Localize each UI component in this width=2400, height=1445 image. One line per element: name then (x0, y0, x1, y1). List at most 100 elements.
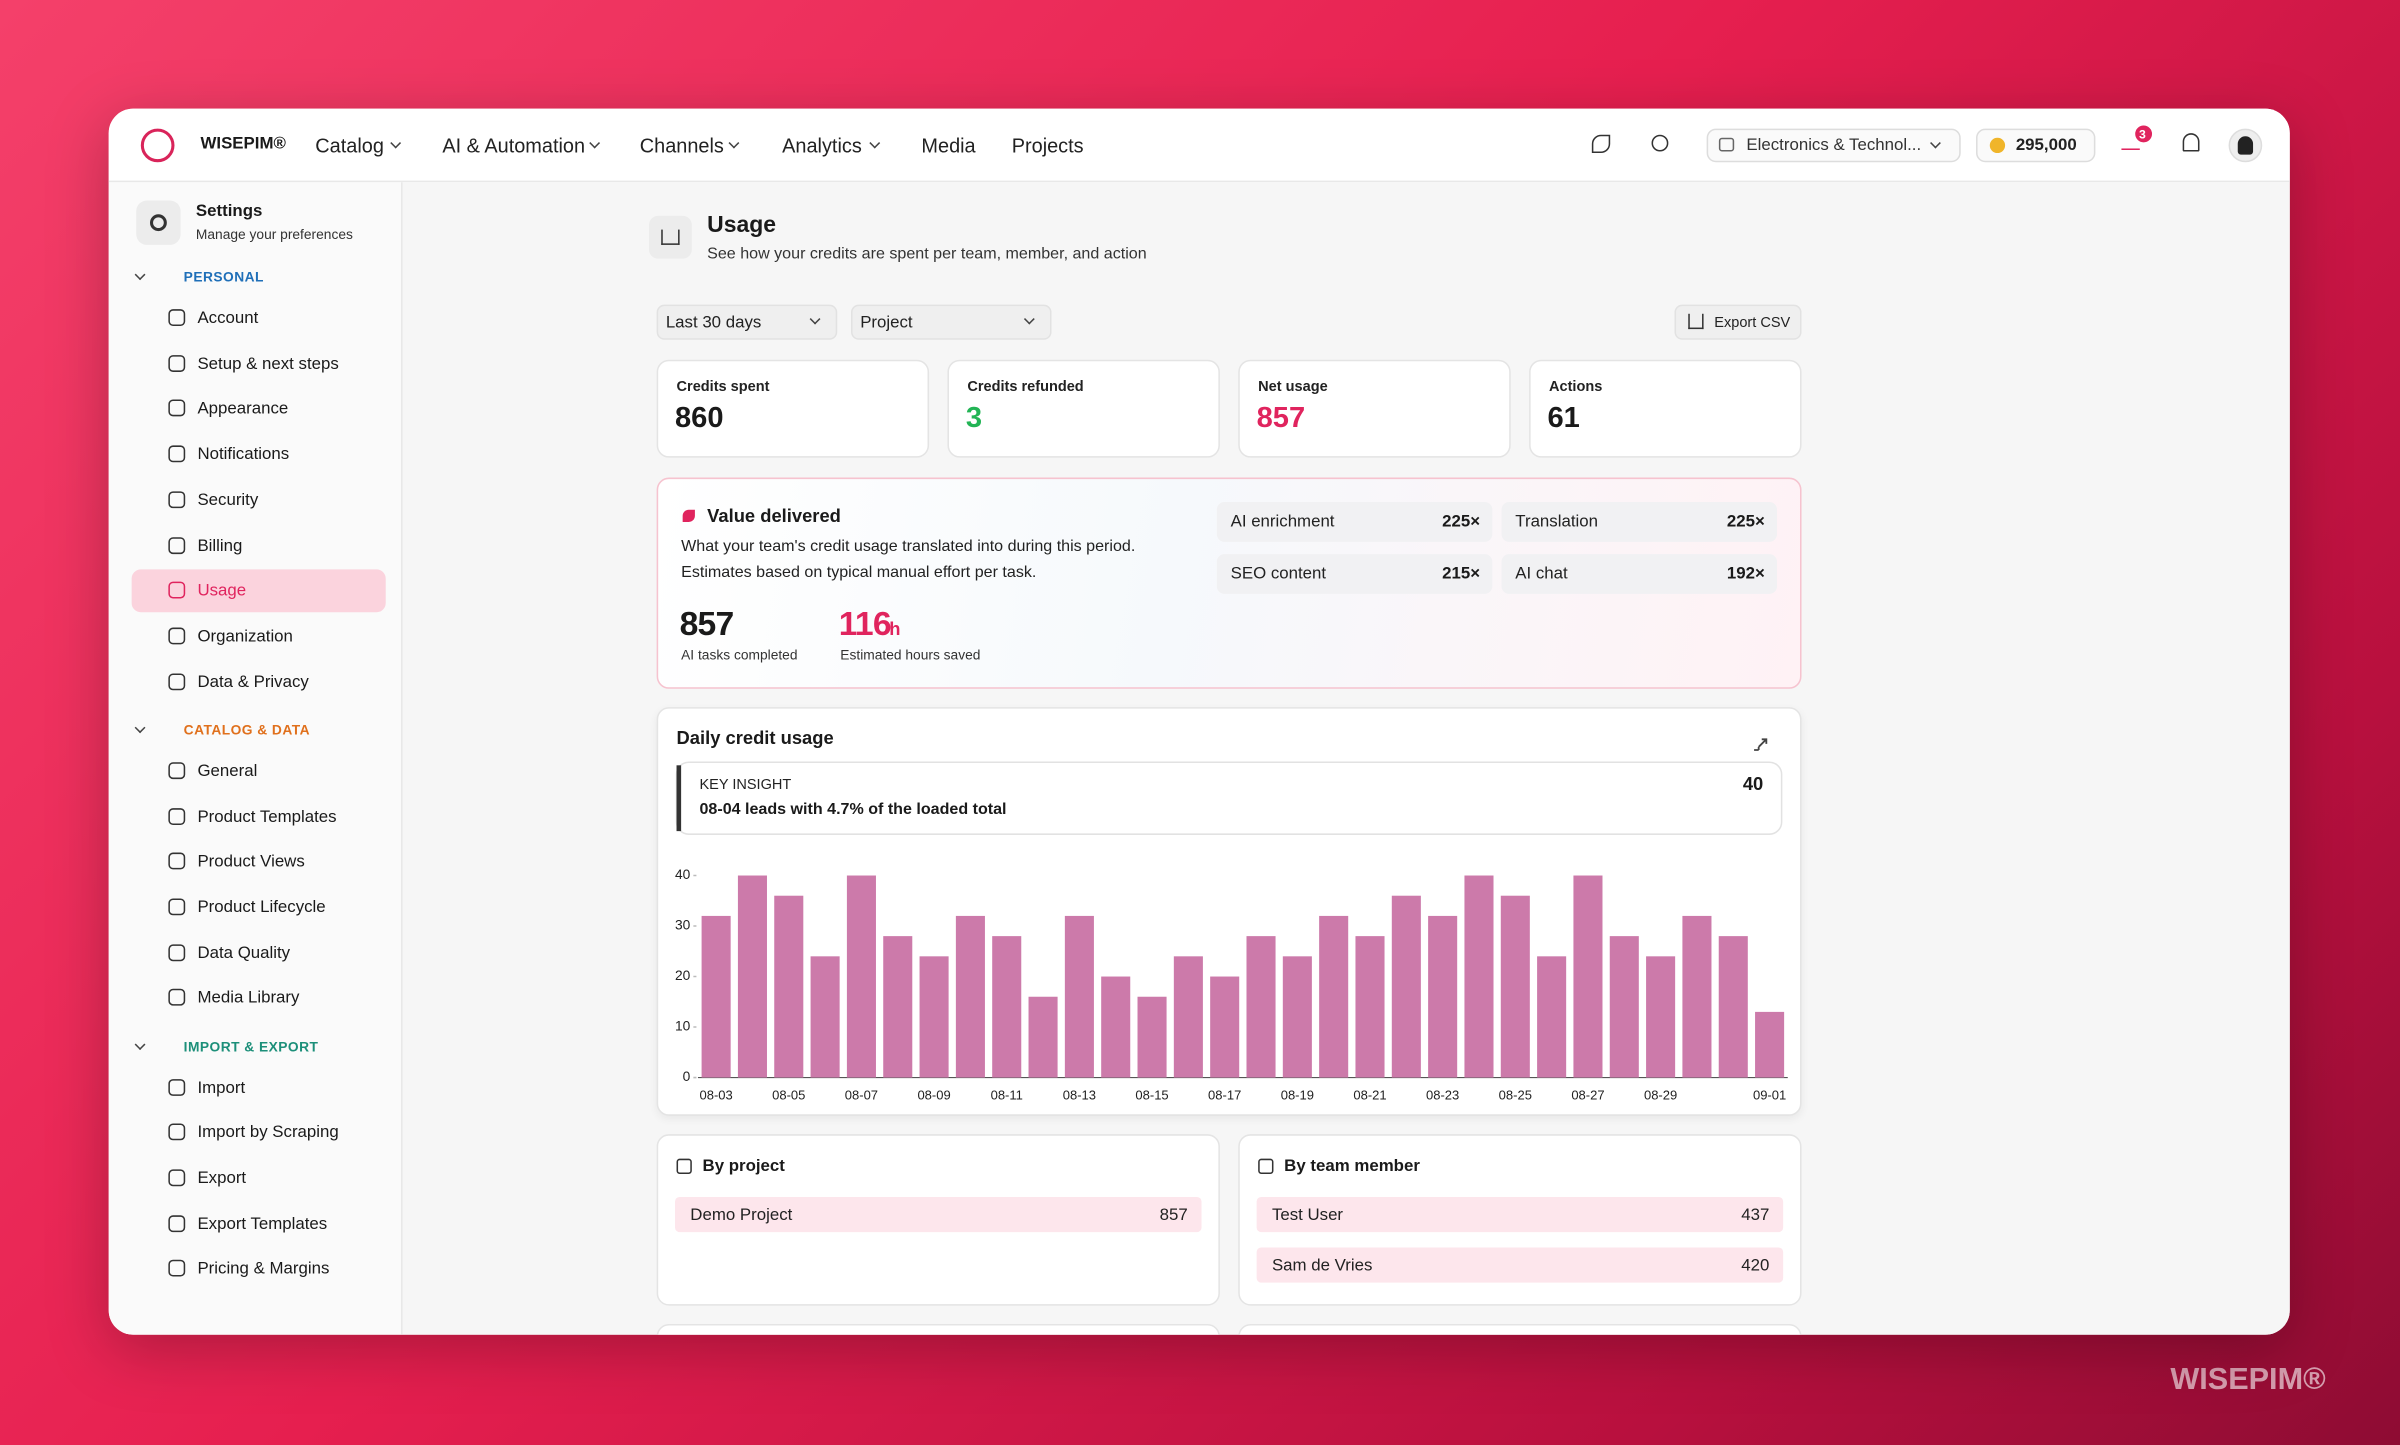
partial-card (1238, 1323, 1802, 1335)
item-icon (168, 354, 186, 372)
item-icon (168, 491, 186, 508)
item-icon (168, 309, 186, 327)
sidebar-item[interactable]: General (197, 761, 258, 781)
bar (1319, 915, 1349, 1078)
badge-count: 3 (2139, 127, 2146, 141)
section-label[interactable]: IMPORT & EXPORT (183, 1038, 319, 1054)
stat-value: 860 (674, 402, 724, 435)
multiplier-tile (1216, 502, 1493, 542)
filter-select[interactable] (656, 304, 838, 340)
item-icon (168, 1169, 186, 1187)
stat-card (1529, 359, 1802, 458)
bar (1173, 956, 1203, 1078)
sidebar-item[interactable]: Notifications (197, 445, 290, 464)
bar (1428, 915, 1458, 1078)
nav-item[interactable]: Analytics (782, 133, 862, 157)
bar (1355, 936, 1385, 1078)
section-label[interactable]: PERSONAL (183, 269, 264, 285)
sidebar-item[interactable]: Export (197, 1169, 247, 1188)
stat-value: 857 (1256, 402, 1306, 435)
page-title: Usage (707, 211, 777, 239)
export-label[interactable]: Export CSV (1714, 313, 1791, 331)
row-name: Demo Project (690, 1205, 793, 1224)
sidebar-item[interactable]: Media Library (197, 989, 300, 1008)
tasks-label: AI tasks completed (681, 647, 798, 663)
nav-item[interactable]: Media (921, 133, 976, 157)
section-toggle[interactable] (134, 1038, 146, 1050)
sidebar: Settings Manage your preferences PERSONAL A… (108, 182, 403, 1335)
sidebar-item[interactable]: Billing (197, 536, 243, 555)
section-label[interactable]: CATALOG & DATA (183, 722, 310, 738)
sidebar-item[interactable]: Security (197, 491, 259, 510)
gear (149, 214, 167, 232)
breakdown-row (1256, 1247, 1784, 1283)
x-tick-label: 08-11 (991, 1087, 1023, 1102)
value-title: Value delivered (707, 505, 841, 527)
card-icon (676, 1158, 692, 1174)
nav-item[interactable]: AI & Automation (442, 133, 586, 157)
chevron (589, 137, 601, 149)
sidebar-item[interactable]: Data Quality (197, 943, 291, 963)
card-title: By project (702, 1157, 785, 1176)
chevron (390, 137, 402, 149)
filter-value[interactable]: Project (860, 313, 913, 332)
item-icon (168, 761, 186, 779)
nav-item[interactable]: Projects (1011, 133, 1084, 157)
multiplier-value: 225× (1726, 512, 1765, 532)
sidebar-item[interactable]: Product Views (197, 852, 305, 872)
breakdown-row (674, 1196, 1202, 1233)
watermark: WISEPIM® (2170, 1363, 2326, 1397)
workspace-select[interactable] (1706, 128, 1961, 163)
sidebar-item[interactable]: Usage (197, 581, 247, 601)
bar (1391, 895, 1421, 1078)
multiplier-value: 225× (1442, 512, 1481, 532)
section-toggle[interactable] (134, 269, 146, 281)
bar (1718, 936, 1748, 1078)
insight-accent (676, 765, 682, 832)
hours-unit: h (889, 618, 901, 640)
bar (1682, 915, 1712, 1078)
tasks-count: 857 (679, 604, 735, 643)
sidebar-item[interactable]: Export Templates (197, 1214, 328, 1234)
x-tick-label: 08-25 (1499, 1087, 1532, 1102)
x-tick-label: 08-13 (1063, 1087, 1096, 1102)
multiplier-name: AI chat (1515, 564, 1568, 584)
sidebar-item[interactable]: Organization (197, 627, 293, 646)
hours-saved: 116 (838, 604, 892, 643)
sidebar-item[interactable]: Appearance (197, 400, 289, 419)
y-tick-label: 20 (675, 968, 691, 983)
sidebar-item[interactable]: Pricing & Margins (197, 1260, 330, 1279)
nav-item[interactable]: Catalog (315, 133, 384, 157)
insight-label: KEY INSIGHT (699, 777, 791, 793)
sidebar-item[interactable]: Import (197, 1078, 246, 1097)
sidebar-item[interactable]: Account (197, 309, 259, 328)
bar (919, 956, 949, 1078)
x-tick-label: 08-07 (845, 1087, 878, 1102)
workspace-name[interactable]: Electronics & Technol... (1746, 136, 1922, 155)
multiplier-name: Translation (1515, 512, 1598, 532)
bar (1282, 956, 1312, 1078)
avatar-figure (2237, 136, 2254, 155)
sidebar-item[interactable]: Data & Privacy (197, 672, 309, 692)
content-area: Usage See how your credits are spent per … (402, 182, 2290, 1335)
filter-value[interactable]: Last 30 days (665, 313, 762, 332)
hours-label: Estimated hours saved (840, 647, 981, 663)
sidebar-item[interactable]: Product Lifecycle (197, 898, 326, 917)
search-icon[interactable] (1651, 134, 1669, 152)
section-toggle[interactable] (134, 722, 146, 733)
filter-select[interactable] (851, 304, 1052, 340)
row-name: Test User (1271, 1205, 1344, 1224)
ai-icon[interactable] (1591, 134, 1611, 154)
sidebar-item[interactable]: Import by Scraping (197, 1123, 339, 1143)
sidebar-item[interactable]: Product Templates (197, 807, 337, 826)
y-tick-label: 10 (675, 1019, 691, 1034)
nav-item[interactable]: Channels (639, 133, 724, 157)
stat-label: Actions (1548, 378, 1603, 396)
sidebar-item[interactable]: Setup & next steps (197, 354, 339, 373)
partial-card (656, 1323, 1220, 1335)
export-button[interactable] (1674, 304, 1802, 340)
bell-icon[interactable] (2182, 133, 2200, 152)
active-highlight (131, 569, 386, 613)
page-icon (648, 215, 692, 259)
expand-icon (1754, 738, 1768, 751)
